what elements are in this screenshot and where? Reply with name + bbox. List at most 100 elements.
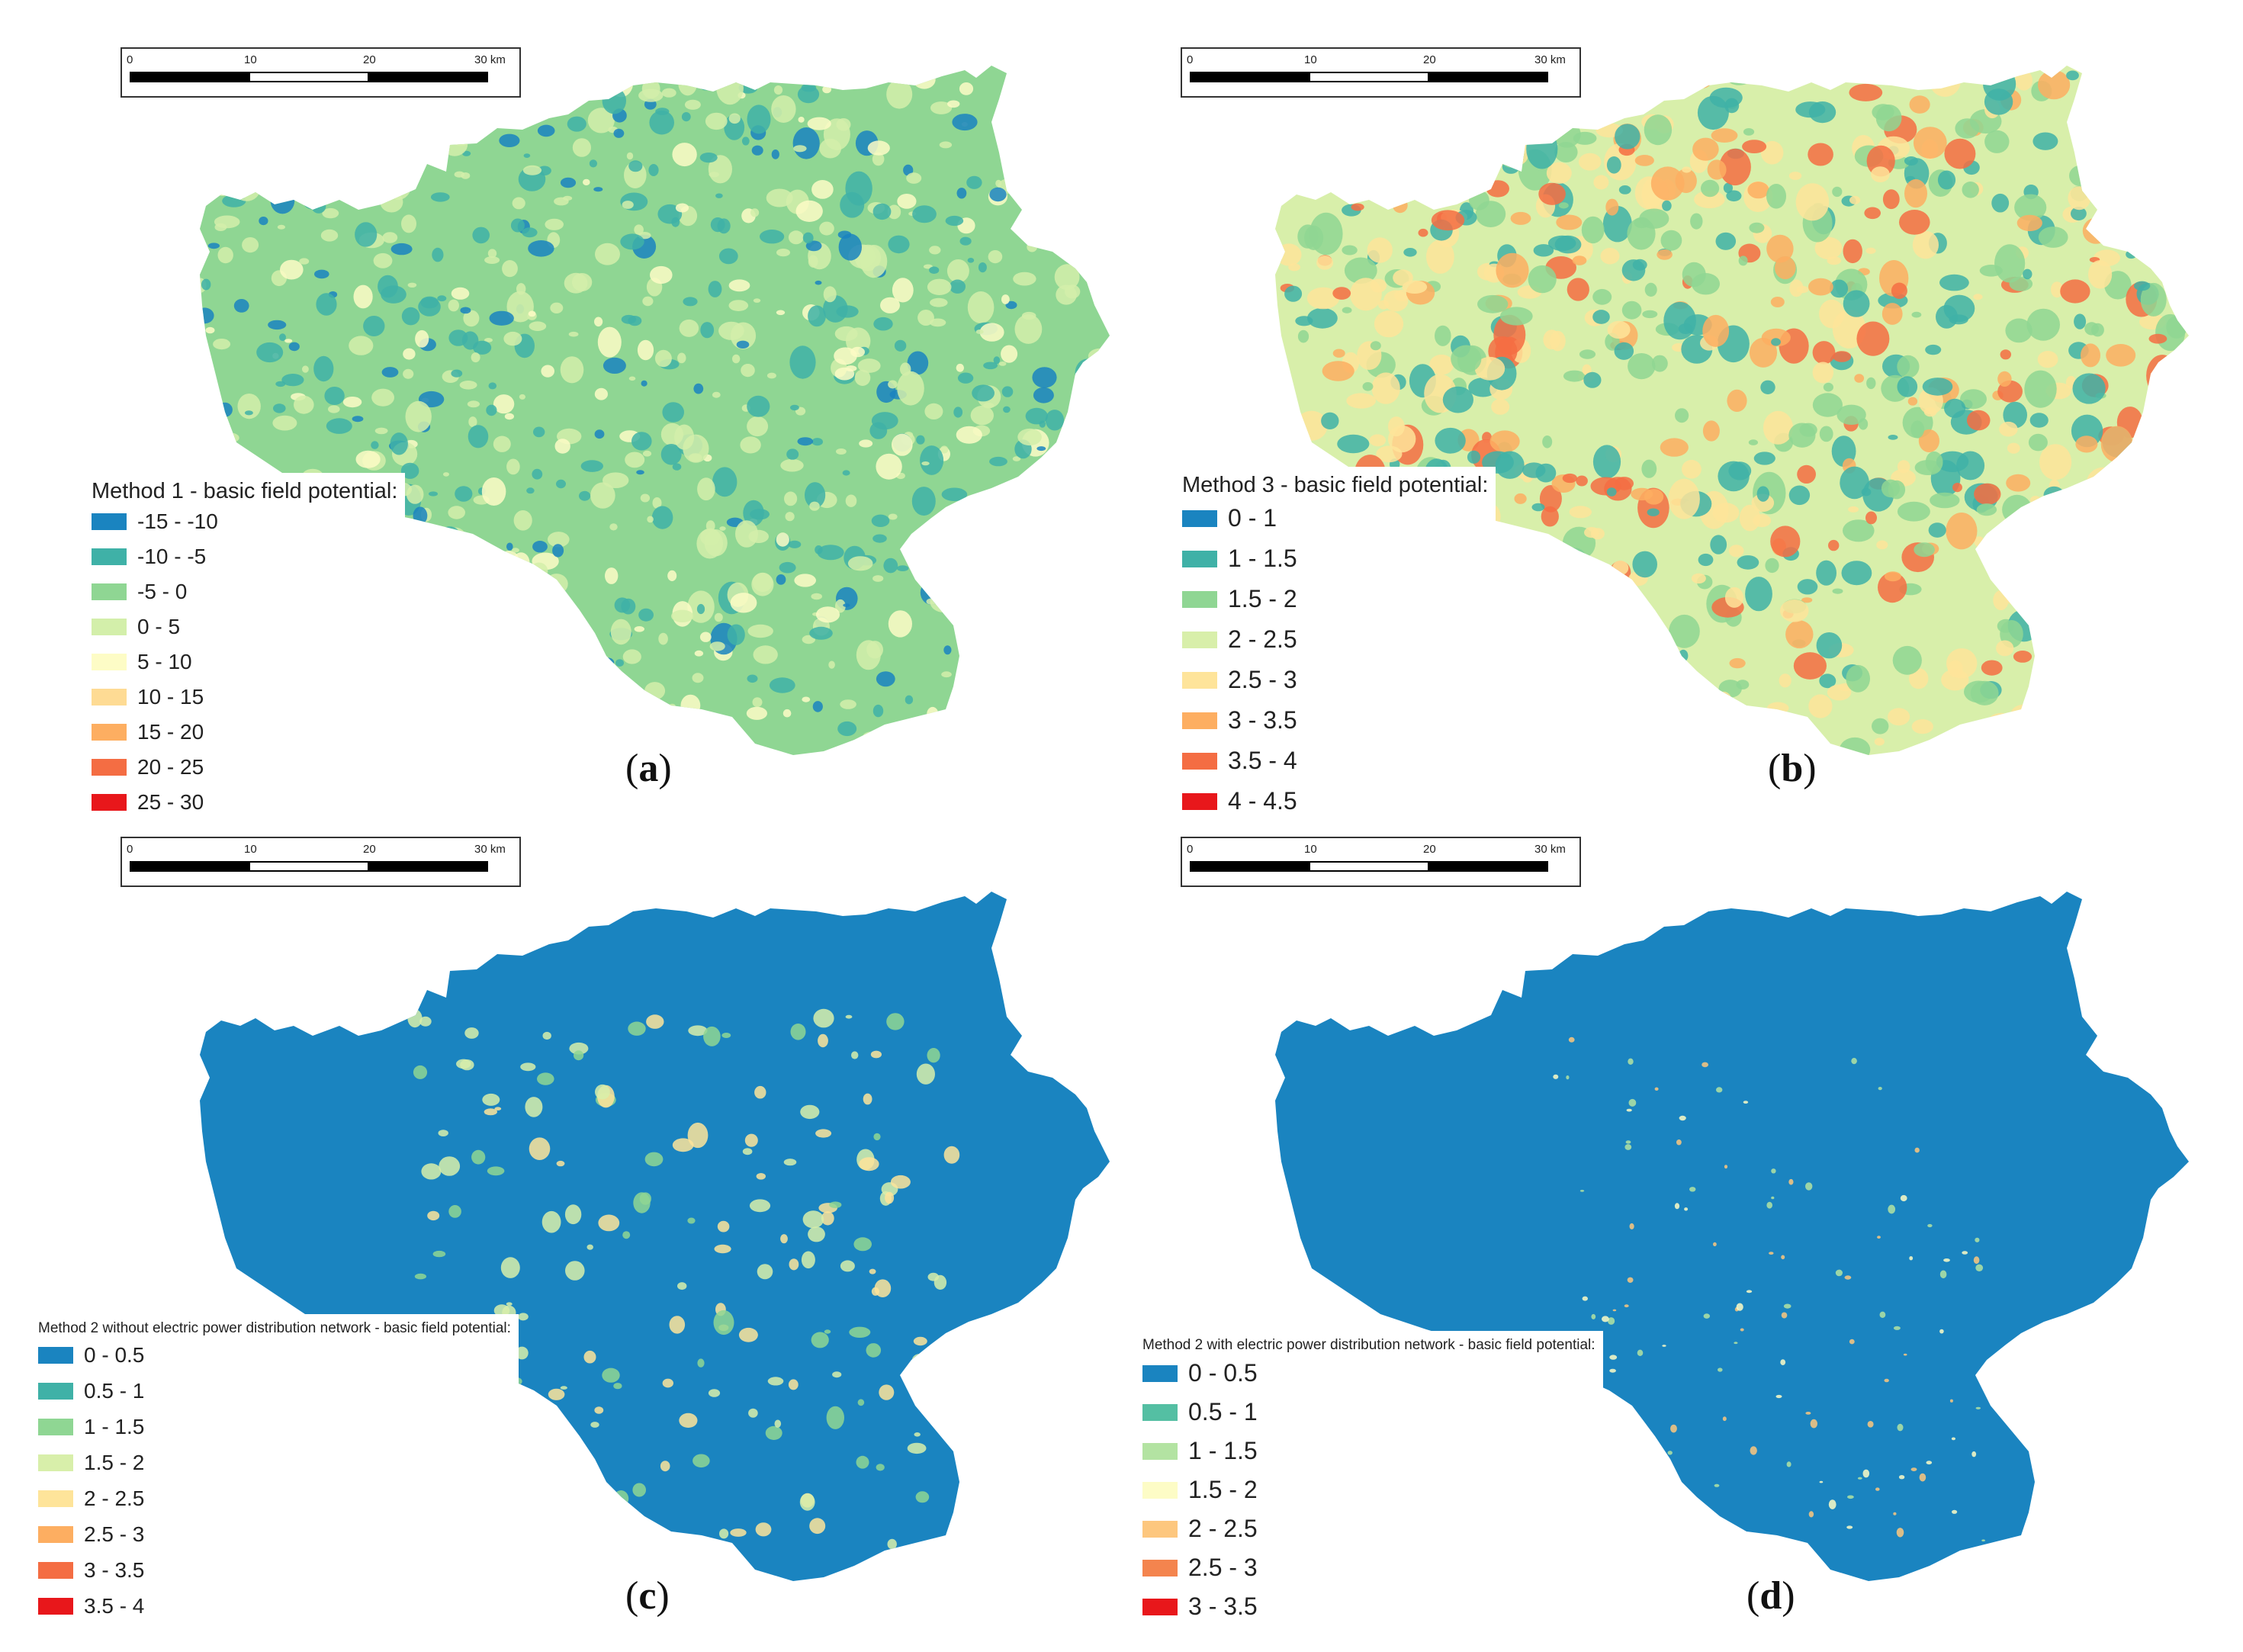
legend-rows: 0 - 1 1 - 1.5 1.5 - 2 2 - 2.5 2.5 - 3 3 - 3.5… <box>1182 498 1488 821</box>
label-close: ) <box>1803 747 1817 790</box>
legend-swatch <box>38 1490 73 1507</box>
panel-b: 0 10 20 30 km Method 3 - basic field pot… <box>1121 0 2242 828</box>
legend-swatch <box>92 619 127 635</box>
scale-tick-10: 10 <box>1304 53 1317 66</box>
legend-swatch <box>1142 1403 1178 1421</box>
legend-item: 2 - 2.5 <box>38 1480 511 1516</box>
legend-item: 0 - 5 <box>92 609 397 644</box>
scale-segment <box>130 861 250 872</box>
legend-item: 0 - 1 <box>1182 498 1488 538</box>
scale-tick-0: 0 <box>127 843 133 856</box>
legend-label: 0 - 1 <box>1228 504 1277 532</box>
legend-item: 0 - 0.5 <box>38 1337 511 1373</box>
legend-item: 1 - 1.5 <box>38 1409 511 1445</box>
legend-item: 2.5 - 3 <box>1182 660 1488 700</box>
raster-patches <box>1553 1037 1985 1561</box>
map-d <box>1275 892 2189 1581</box>
legend-item: 3.5 - 4 <box>38 1588 511 1624</box>
legend-item: 0.5 - 1 <box>38 1373 511 1409</box>
legend-swatch <box>1182 752 1217 770</box>
legend-label: 0 - 0.5 <box>84 1342 145 1367</box>
legend-swatch <box>38 1382 73 1400</box>
legend-label: 3 - 3.5 <box>84 1557 145 1582</box>
legend-label: -10 - -5 <box>137 545 207 568</box>
scale-segment <box>1309 72 1429 82</box>
legend-swatch <box>1142 1481 1178 1499</box>
label-letter: d <box>1759 1574 1782 1618</box>
legend-label: 2 - 2.5 <box>1228 625 1297 653</box>
panel-c: 0 10 20 30 km Method 2 without electric … <box>0 826 1121 1652</box>
panel-label-d: (d) <box>1747 1573 1795 1618</box>
legend-label: 1.5 - 2 <box>1188 1476 1258 1503</box>
scale-tick-0: 0 <box>127 53 133 66</box>
scale-segment <box>130 72 250 82</box>
scale-segment <box>249 72 369 82</box>
legend-c: Method 2 without electric power distribu… <box>32 1314 519 1630</box>
panel-label-a: (a) <box>625 746 672 791</box>
legend-label: 0 - 0.5 <box>1188 1359 1258 1387</box>
label-open: ( <box>625 1574 639 1618</box>
legend-label: 0 - 5 <box>137 615 181 638</box>
legend-item: -10 - -5 <box>92 539 397 574</box>
legend-title: Method 3 - basic field potential: <box>1182 473 1489 497</box>
legend-swatch <box>92 513 127 530</box>
legend-label: 2.5 - 3 <box>1228 666 1297 693</box>
legend-label: 15 - 20 <box>137 720 204 744</box>
legend-rows: -15 - -10 -10 - -5 -5 - 0 0 - 5 5 - 10 10 - 1… <box>92 504 397 820</box>
label-open: ( <box>1768 747 1782 790</box>
legend-label: 20 - 25 <box>137 755 204 779</box>
legend-swatch <box>1182 590 1217 608</box>
legend-swatch <box>92 759 127 776</box>
legend-item: -5 - 0 <box>92 574 397 609</box>
legend-d: Method 2 with electric power distributio… <box>1136 1331 1603 1632</box>
map-c <box>200 892 1110 1581</box>
region-shape <box>1275 892 2189 1581</box>
legend-swatch <box>38 1561 73 1579</box>
legend-label: 2 - 2.5 <box>84 1486 145 1510</box>
legend-swatch <box>1142 1364 1178 1382</box>
legend-label: 1 - 1.5 <box>84 1414 145 1438</box>
legend-swatch <box>1182 509 1217 527</box>
scale-tick-30km: 30 km <box>1534 53 1566 66</box>
scale-segment <box>368 861 488 872</box>
legend-label: 1 - 1.5 <box>1228 545 1297 572</box>
label-close: ) <box>658 747 672 790</box>
scale-tick-10: 10 <box>1304 843 1317 856</box>
scale-segment <box>1428 72 1548 82</box>
label-close: ) <box>1782 1574 1795 1618</box>
legend-item: 3 - 3.5 <box>38 1552 511 1588</box>
scale-tick-0: 0 <box>1187 843 1194 856</box>
scale-tick-30km: 30 km <box>474 843 506 856</box>
legend-label: 10 - 15 <box>137 685 204 709</box>
legend-swatch <box>38 1454 73 1471</box>
scale-segment <box>1190 72 1310 82</box>
legend-rows: 0 - 0.5 0.5 - 1 1 - 1.5 1.5 - 2 2 - 2.5 2.5 -… <box>38 1337 511 1624</box>
legend-label: 1.5 - 2 <box>1228 585 1297 612</box>
scale-tick-30km: 30 km <box>474 53 506 66</box>
scale-bar: 0 10 20 30 km <box>121 47 521 98</box>
legend-label: 25 - 30 <box>137 790 204 814</box>
scale-tick-20: 20 <box>1423 53 1436 66</box>
legend-item: 10 - 15 <box>92 680 397 715</box>
label-letter: c <box>638 1574 657 1618</box>
legend-title: Method 2 with electric power distributio… <box>1142 1337 1595 1353</box>
scale-tick-0: 0 <box>1187 53 1194 66</box>
scale-tick-20: 20 <box>1423 843 1436 856</box>
scale-segment <box>1428 861 1548 872</box>
scale-bar: 0 10 20 30 km <box>121 837 521 887</box>
legend-b: Method 3 - basic field potential: 0 - 1 1… <box>1176 467 1496 828</box>
legend-swatch <box>1182 671 1217 689</box>
legend-label: 5 - 10 <box>137 650 192 673</box>
panel-label-c: (c) <box>625 1573 670 1618</box>
legend-swatch <box>92 548 127 565</box>
legend-label: 2.5 - 3 <box>84 1522 145 1546</box>
legend-label: 3 - 3.5 <box>1228 706 1297 734</box>
legend-item: 3 - 3.5 <box>1142 1587 1595 1626</box>
legend-item: 1 - 1.5 <box>1182 538 1488 579</box>
legend-swatch <box>1182 712 1217 729</box>
scale-tick-10: 10 <box>244 53 257 66</box>
legend-swatch <box>92 583 127 600</box>
legend-label: 3 - 3.5 <box>1188 1593 1258 1620</box>
label-close: ) <box>656 1574 670 1618</box>
legend-rows: 0 - 0.5 0.5 - 1 1 - 1.5 1.5 - 2 2 - 2.5 2.5 -… <box>1142 1354 1595 1626</box>
